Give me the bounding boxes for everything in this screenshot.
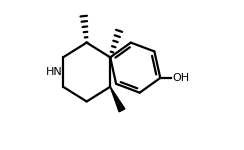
Text: OH: OH xyxy=(172,73,189,83)
Polygon shape xyxy=(110,87,125,112)
Text: HN: HN xyxy=(46,67,63,77)
